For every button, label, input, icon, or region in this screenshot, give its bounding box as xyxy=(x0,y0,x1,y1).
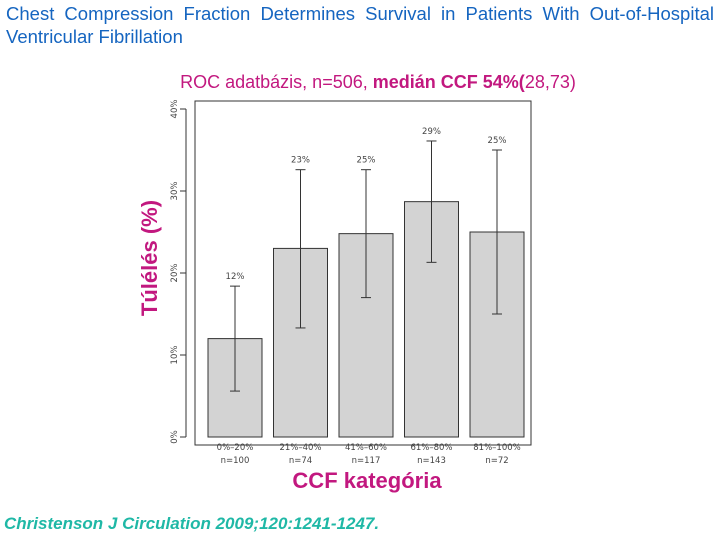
citation: Christenson J Circulation 2009;120:1241-… xyxy=(4,514,380,533)
category-n-label: n=117 xyxy=(352,456,381,466)
y-axis-label: Túlélés (%) xyxy=(137,199,162,317)
bar xyxy=(469,231,525,438)
category-label: 21%–40% xyxy=(279,443,321,453)
subtitle-end: 28,73) xyxy=(524,72,576,92)
bar-value-label: 25% xyxy=(357,156,376,166)
y-tick-label: 20% xyxy=(170,264,180,283)
y-ticks: 0% 10% 20% 30% 40% xyxy=(170,100,186,444)
bar-value-labels: 12% 23% 25% 29% 25% xyxy=(226,127,507,282)
plot-frame xyxy=(194,100,532,446)
category-label: 0%–20% xyxy=(217,443,254,453)
category-label: 41%–60% xyxy=(345,443,387,453)
chart-subtitle: ROC adatbázis, n=506, medián CCF 54%(28,… xyxy=(0,72,720,93)
category-n-label: n=100 xyxy=(221,456,250,466)
category-label: 61%–80% xyxy=(410,443,452,453)
x-axis-label: CCF kategória xyxy=(292,468,442,493)
subtitle-normal: ROC adatbázis, n=506, xyxy=(180,72,368,92)
bars xyxy=(207,201,525,438)
error-bars xyxy=(230,140,502,392)
y-tick-label: 40% xyxy=(170,100,180,119)
bar-value-label: 23% xyxy=(291,156,310,166)
category-label: 81%–100% xyxy=(473,443,520,453)
subtitle-bold: medián CCF 54%( xyxy=(372,72,525,92)
category-n-label: n=72 xyxy=(485,456,508,466)
y-tick-label: 10% xyxy=(170,346,180,365)
bar-value-label: 12% xyxy=(226,272,245,282)
category-n-label: n=74 xyxy=(289,456,312,466)
category-labels: 0%–20% n=100 21%–40% n=74 41%–60% n=117 61%–80… xyxy=(217,443,521,466)
y-tick-label: 30% xyxy=(170,182,180,201)
category-n-label: n=143 xyxy=(417,456,446,466)
slide-title: Chest Compression Fraction Determines Su… xyxy=(6,3,714,47)
y-tick-label: 0% xyxy=(170,430,180,444)
bar-value-label: 25% xyxy=(488,136,507,146)
bar-value-label: 29% xyxy=(422,127,441,137)
